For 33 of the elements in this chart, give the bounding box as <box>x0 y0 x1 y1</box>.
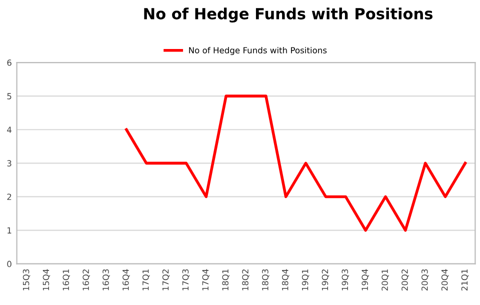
x-tick-label: 20Q1 <box>382 269 389 291</box>
x-tick-label: 20Q3 <box>421 269 429 291</box>
x-tick-label: 17Q4 <box>202 269 210 290</box>
x-tick-label: 15Q3 <box>22 269 30 290</box>
x-tick-label: 17Q1 <box>142 269 150 290</box>
y-tick-label: 5 <box>7 93 12 100</box>
legend-label: No of Hedge Funds with Positions <box>189 46 327 56</box>
y-tick-label: 1 <box>8 227 12 234</box>
x-tick-label: 16Q3 <box>102 269 110 290</box>
y-tick-label: 2 <box>7 194 12 200</box>
chart-title: No of Hedge Funds with Positions <box>144 8 432 23</box>
x-tick-label: 19Q3 <box>342 269 350 290</box>
y-tick-label: 3 <box>7 160 12 166</box>
y-tick-label: 0 <box>7 260 12 268</box>
line-series <box>125 94 467 232</box>
x-tick-label: 16Q1 <box>62 269 70 290</box>
x-tick-label: 19Q1 <box>302 269 310 290</box>
x-tick-label: 15Q4 <box>42 269 50 290</box>
x-tick-label: 17Q3 <box>182 269 190 290</box>
x-tick-label: 18Q3 <box>262 269 270 290</box>
y-tick-label: 6 <box>7 60 12 66</box>
x-tick-label: 21Q1 <box>461 269 469 291</box>
x-tick-label: 18Q4 <box>282 269 290 290</box>
x-tick-label: 18Q2 <box>242 270 250 290</box>
x-tick-label: 16Q4 <box>122 269 130 290</box>
x-tick-label: 18Q1 <box>222 269 230 290</box>
y-tick-label: 4 <box>7 126 12 133</box>
x-tick-label: 16Q2 <box>82 270 90 290</box>
x-tick-label: 20Q2 <box>402 270 409 291</box>
x-tick-label: 20Q4 <box>441 269 449 291</box>
x-tick-label: 19Q2 <box>322 270 330 290</box>
x-tick-label: 19Q4 <box>362 269 369 290</box>
x-tick-label: 17Q2 <box>162 270 170 290</box>
